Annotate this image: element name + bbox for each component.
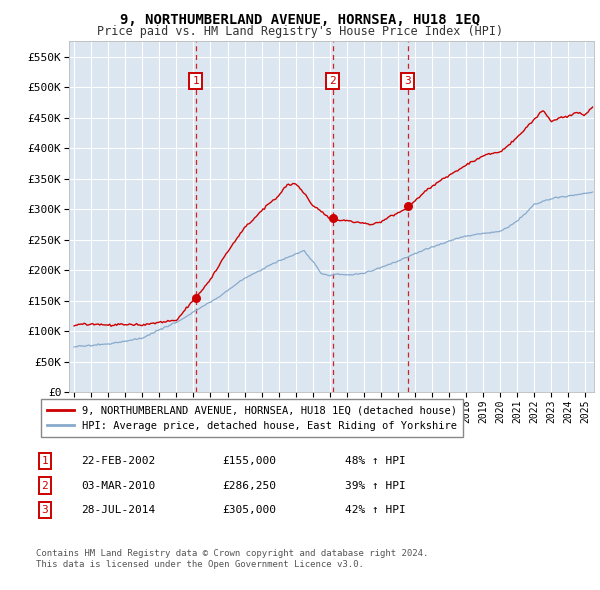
Text: 2: 2 — [41, 481, 49, 490]
Text: Price paid vs. HM Land Registry's House Price Index (HPI): Price paid vs. HM Land Registry's House … — [97, 25, 503, 38]
Text: 22-FEB-2002: 22-FEB-2002 — [81, 457, 155, 466]
Text: 1: 1 — [192, 76, 199, 86]
Text: 39% ↑ HPI: 39% ↑ HPI — [345, 481, 406, 490]
Text: 9, NORTHUMBERLAND AVENUE, HORNSEA, HU18 1EQ: 9, NORTHUMBERLAND AVENUE, HORNSEA, HU18 … — [120, 13, 480, 27]
Text: 2: 2 — [329, 76, 336, 86]
Text: 28-JUL-2014: 28-JUL-2014 — [81, 505, 155, 514]
Text: 3: 3 — [41, 505, 49, 514]
Text: 3: 3 — [404, 76, 411, 86]
Text: £155,000: £155,000 — [222, 457, 276, 466]
Legend: 9, NORTHUMBERLAND AVENUE, HORNSEA, HU18 1EQ (detached house), HPI: Average price: 9, NORTHUMBERLAND AVENUE, HORNSEA, HU18 … — [41, 399, 463, 437]
Text: £305,000: £305,000 — [222, 505, 276, 514]
Text: 1: 1 — [41, 457, 49, 466]
Text: This data is licensed under the Open Government Licence v3.0.: This data is licensed under the Open Gov… — [36, 560, 364, 569]
Text: Contains HM Land Registry data © Crown copyright and database right 2024.: Contains HM Land Registry data © Crown c… — [36, 549, 428, 558]
Text: 42% ↑ HPI: 42% ↑ HPI — [345, 505, 406, 514]
Text: 03-MAR-2010: 03-MAR-2010 — [81, 481, 155, 490]
Text: £286,250: £286,250 — [222, 481, 276, 490]
Text: 48% ↑ HPI: 48% ↑ HPI — [345, 457, 406, 466]
